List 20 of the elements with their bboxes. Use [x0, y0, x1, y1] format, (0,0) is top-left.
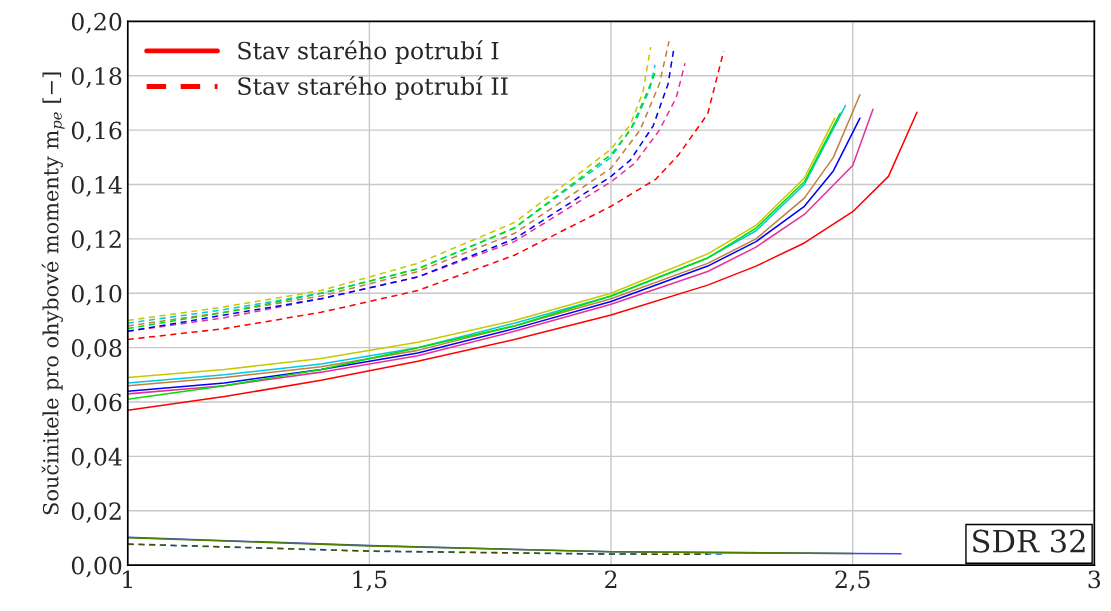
x-tick-label: 1 — [123, 570, 132, 588]
y-tick-label: 0,08 — [71, 339, 122, 360]
y-tick-label: 0,18 — [71, 67, 122, 88]
x-tick-label: 2,5 — [835, 570, 870, 592]
y-axis-title: Součinitele pro ohybové momenty m$_{pe}$ [−] — [41, 72, 65, 515]
y-tick-label: 0,06 — [71, 393, 122, 415]
legend-label: Stav starého potrubí I — [238, 40, 499, 65]
y-tick-label: 0,20 — [71, 12, 122, 34]
annotation: SDR 32 — [973, 529, 1085, 553]
legend-label: Stav starého potrubí II — [238, 75, 508, 100]
y-tick-label: 0,04 — [71, 447, 122, 469]
y-tick-label: 0,00 — [71, 556, 122, 578]
y-tick-label: 0,12 — [71, 230, 121, 252]
x-tick-label: 1,5 — [353, 570, 387, 592]
y-tick-label: 0,02 — [71, 502, 121, 523]
x-tick-label: 3 — [1088, 570, 1101, 589]
y-tick-label: 0,16 — [71, 121, 122, 143]
y-tick-label: 0,10 — [71, 284, 122, 306]
y-tick-label: 0,14 — [71, 175, 122, 197]
x-tick-label: 2 — [605, 570, 617, 588]
